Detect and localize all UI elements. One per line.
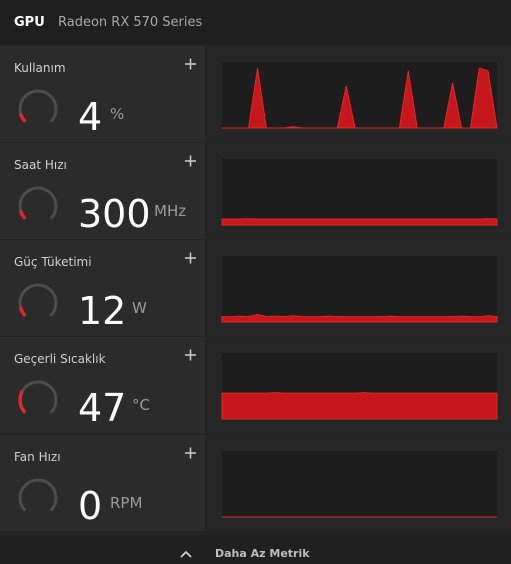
metric-label: Güç Tüketimi: [14, 255, 92, 269]
metric-unit: W: [132, 299, 147, 317]
metric-label: Geçerli Sıcaklık: [14, 352, 106, 366]
add-metric-button[interactable]: [185, 155, 196, 167]
metric-unit: RPM: [110, 494, 142, 512]
metric-unit: %: [110, 105, 124, 123]
metric-unit: °C: [132, 396, 150, 414]
metric-value: 0: [78, 484, 102, 528]
metric-unit: MHz: [154, 202, 186, 220]
gauge-fill: [18, 210, 27, 220]
history-area: [221, 392, 498, 420]
metric-value: 300: [78, 192, 151, 236]
history-area: [221, 313, 498, 323]
add-metric-button[interactable]: [185, 349, 196, 361]
footer-bar: [0, 535, 511, 564]
add-metric-button[interactable]: [185, 58, 196, 70]
gauge-track: [18, 283, 58, 317]
metric-card: [0, 46, 205, 142]
gauge-fill: [18, 390, 27, 414]
history-area: [221, 218, 498, 226]
metric-card: [0, 143, 205, 239]
graph-area: [222, 451, 497, 517]
gauge-fill: [18, 306, 27, 317]
metric-label: Fan Hızı: [14, 450, 61, 464]
toggle-metrics[interactable]: Daha Az Metrik: [215, 547, 310, 560]
gauge-track: [18, 186, 58, 220]
gauge-track: [18, 89, 58, 123]
metric-card: [0, 337, 205, 433]
collapse-chevron[interactable]: [180, 550, 192, 558]
gpu-tab[interactable]: GPU: [14, 15, 45, 30]
metric-value: 4: [78, 95, 102, 139]
metric-value: 12: [78, 289, 126, 333]
metric-card: [0, 435, 205, 531]
graph-area: [222, 256, 497, 322]
gauge-track: [18, 478, 58, 512]
graph-area: [222, 159, 497, 225]
gauge-fill: [18, 113, 27, 123]
metric-card: [0, 240, 205, 336]
metric-label: Kullanım: [14, 61, 66, 75]
metric-label: Saat Hızı: [14, 158, 67, 172]
metric-value: 47: [78, 386, 126, 430]
device-name: Radeon RX 570 Series: [58, 15, 203, 30]
add-metric-button[interactable]: [185, 447, 196, 459]
add-metric-button[interactable]: [185, 252, 196, 264]
header-bar: [0, 0, 511, 44]
